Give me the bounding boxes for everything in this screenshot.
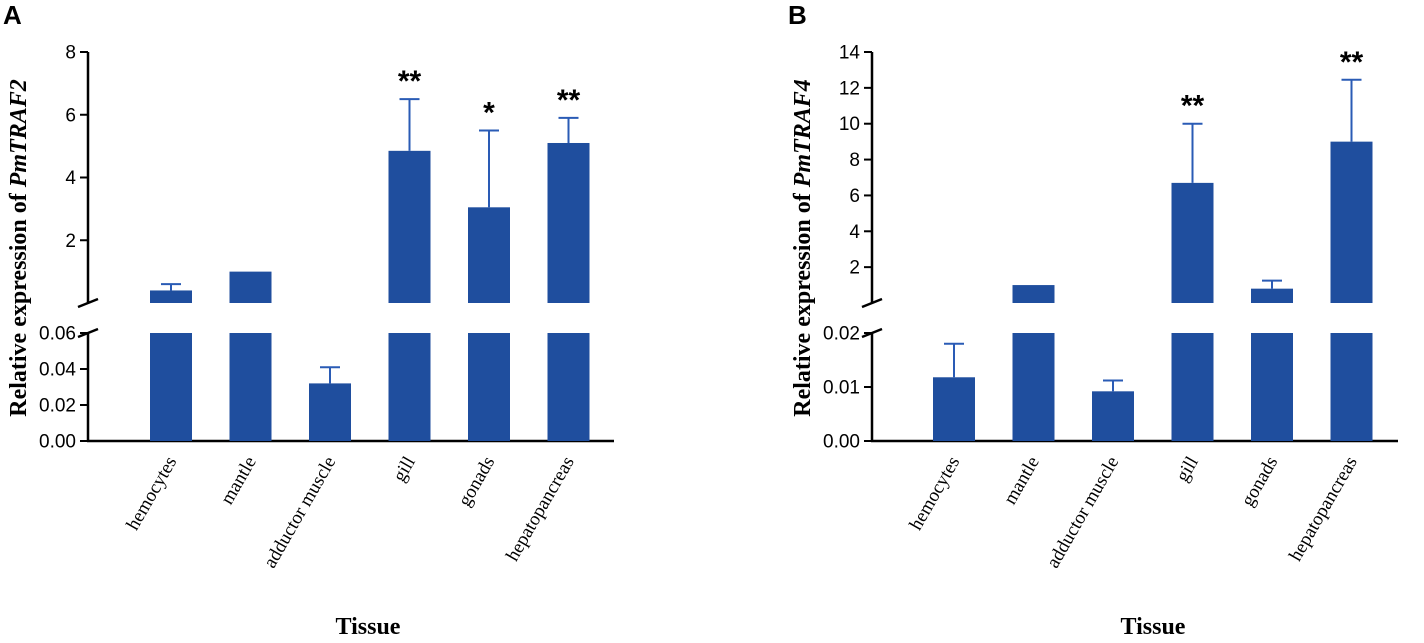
- panel-a-significance-mark: *: [483, 96, 495, 129]
- panel-b-significance-mark: **: [1181, 90, 1205, 123]
- panel-a-bar: [547, 142, 590, 303]
- panel-a-axis-break-mark-upper: [77, 297, 99, 309]
- panel-b-bar-lower-segment: [1330, 333, 1373, 441]
- panel-b-bar: [1171, 182, 1214, 303]
- panel-a-y-tick-label-lower: 0.00: [39, 432, 76, 453]
- panel-b-category-label: adductor muscle: [1043, 453, 1124, 572]
- panel-b-category-label: hemocytes: [906, 453, 965, 534]
- panel-b-significance-mark: **: [1340, 46, 1364, 79]
- panel-a-bar-lower-segment: [229, 333, 272, 441]
- panel-b-y-tick-label-upper: 8: [849, 150, 860, 171]
- panel-b-y-tick-label-lower: 0.01: [823, 378, 860, 399]
- panel-b-y-tick-label-lower: 0.02: [823, 324, 860, 345]
- panel-a-bar: [150, 290, 192, 303]
- panel-b-bar-lower-segment: [1251, 333, 1293, 441]
- panel-a-plot: 0.00 0.02 0.04 0.06 2 4 6 8 hemocytes mantleadduc…: [39, 43, 614, 572]
- panel-a-y-axis-gene: PmTRAF2: [6, 79, 32, 188]
- panel-a-y-axis-label-prefix: Relative expression of: [6, 187, 32, 417]
- panel-a-y-tick-label-upper: 8: [65, 43, 76, 64]
- panel-b-y-tick-label-upper: 6: [849, 186, 860, 207]
- panel-b-y-tick-label-upper: 10: [839, 114, 860, 135]
- panel-a-y-axis-label: Relative expression of PmTRAF2: [6, 79, 32, 417]
- panel-a-y-tick-label-upper: 4: [65, 168, 76, 189]
- panel-a-category-label: hepatopancreas: [502, 453, 579, 565]
- panel-a-y-tick-label-lower: 0.06: [39, 324, 76, 345]
- panel-a-bar-lower-segment: [150, 333, 192, 441]
- panel-b-label: B: [788, 0, 807, 30]
- panel-a-significance-mark: **: [398, 65, 422, 98]
- panel-a-bar-lower-segment: [468, 333, 510, 441]
- panel-b-y-tick-label-upper: 12: [839, 78, 860, 99]
- panel-a-label: A: [3, 0, 22, 30]
- panel-a-bar-lower-segment: [547, 333, 590, 441]
- panel-a-category-label: adductor muscle: [260, 453, 341, 572]
- panel-a-category-label: hemocytes: [123, 453, 182, 534]
- panel-b-bar: [1012, 285, 1055, 303]
- panel-a-significance-mark: **: [557, 84, 581, 117]
- panel-a-y-tick-label-lower: 0.02: [39, 396, 76, 417]
- panel-b-y-tick-label-upper: 14: [839, 43, 861, 64]
- panel-b-category-label: gill: [1172, 453, 1203, 485]
- panel-a-bar-lower-segment: [388, 333, 431, 441]
- panel-b-bar: [1251, 288, 1293, 303]
- panel-b-bar-lower-segment: [1012, 333, 1055, 441]
- panel-a-category-label: gonads: [454, 453, 499, 510]
- panel-a-bar: [468, 207, 510, 303]
- panel-a-y-tick-label-lower: 0.04: [39, 360, 76, 381]
- panel-b-y-tick-label-lower: 0.00: [823, 432, 860, 453]
- panel-a-category-label: gill: [389, 453, 420, 485]
- panel-b-category-label: hepatopancreas: [1285, 453, 1362, 565]
- panel-a-bar: [229, 271, 272, 303]
- panel-a-bar: [388, 150, 431, 303]
- panel-b-y-axis-label-prefix: Relative expression of: [790, 187, 816, 417]
- panel-b-axis-break-mark-upper: [861, 297, 883, 309]
- panel-a-category-label: mantle: [217, 453, 261, 508]
- panel-b-y-tick-label-upper: 2: [849, 258, 860, 279]
- panel-a-y-tick-label-upper: 6: [65, 105, 76, 126]
- panel-b-category-label: gonads: [1237, 453, 1282, 510]
- panel-b-bar: [1330, 141, 1373, 303]
- panel-b-y-axis-label: Relative expression of PmTRAF4: [790, 79, 816, 417]
- panel-b-category-label: mantle: [1000, 453, 1044, 508]
- panel-b-bar: [1092, 391, 1134, 441]
- panel-b-y-tick-label-upper: 4: [849, 222, 860, 243]
- panel-b-bar: [933, 377, 975, 441]
- panel-a-y-tick-label-upper: 2: [65, 231, 76, 252]
- panel-b-plot: 0.00 0.01 0.02 2 4 6 8 10 12 14 hemocytes mantleadd…: [823, 43, 1398, 572]
- panel-a-bar: [309, 383, 351, 441]
- panel-b-y-axis-gene: PmTRAF4: [790, 79, 816, 188]
- panel-b-x-axis-label: Tissue: [1121, 614, 1186, 640]
- panel-a-x-axis-label: Tissue: [336, 614, 401, 640]
- panel-b-bar-lower-segment: [1171, 333, 1214, 441]
